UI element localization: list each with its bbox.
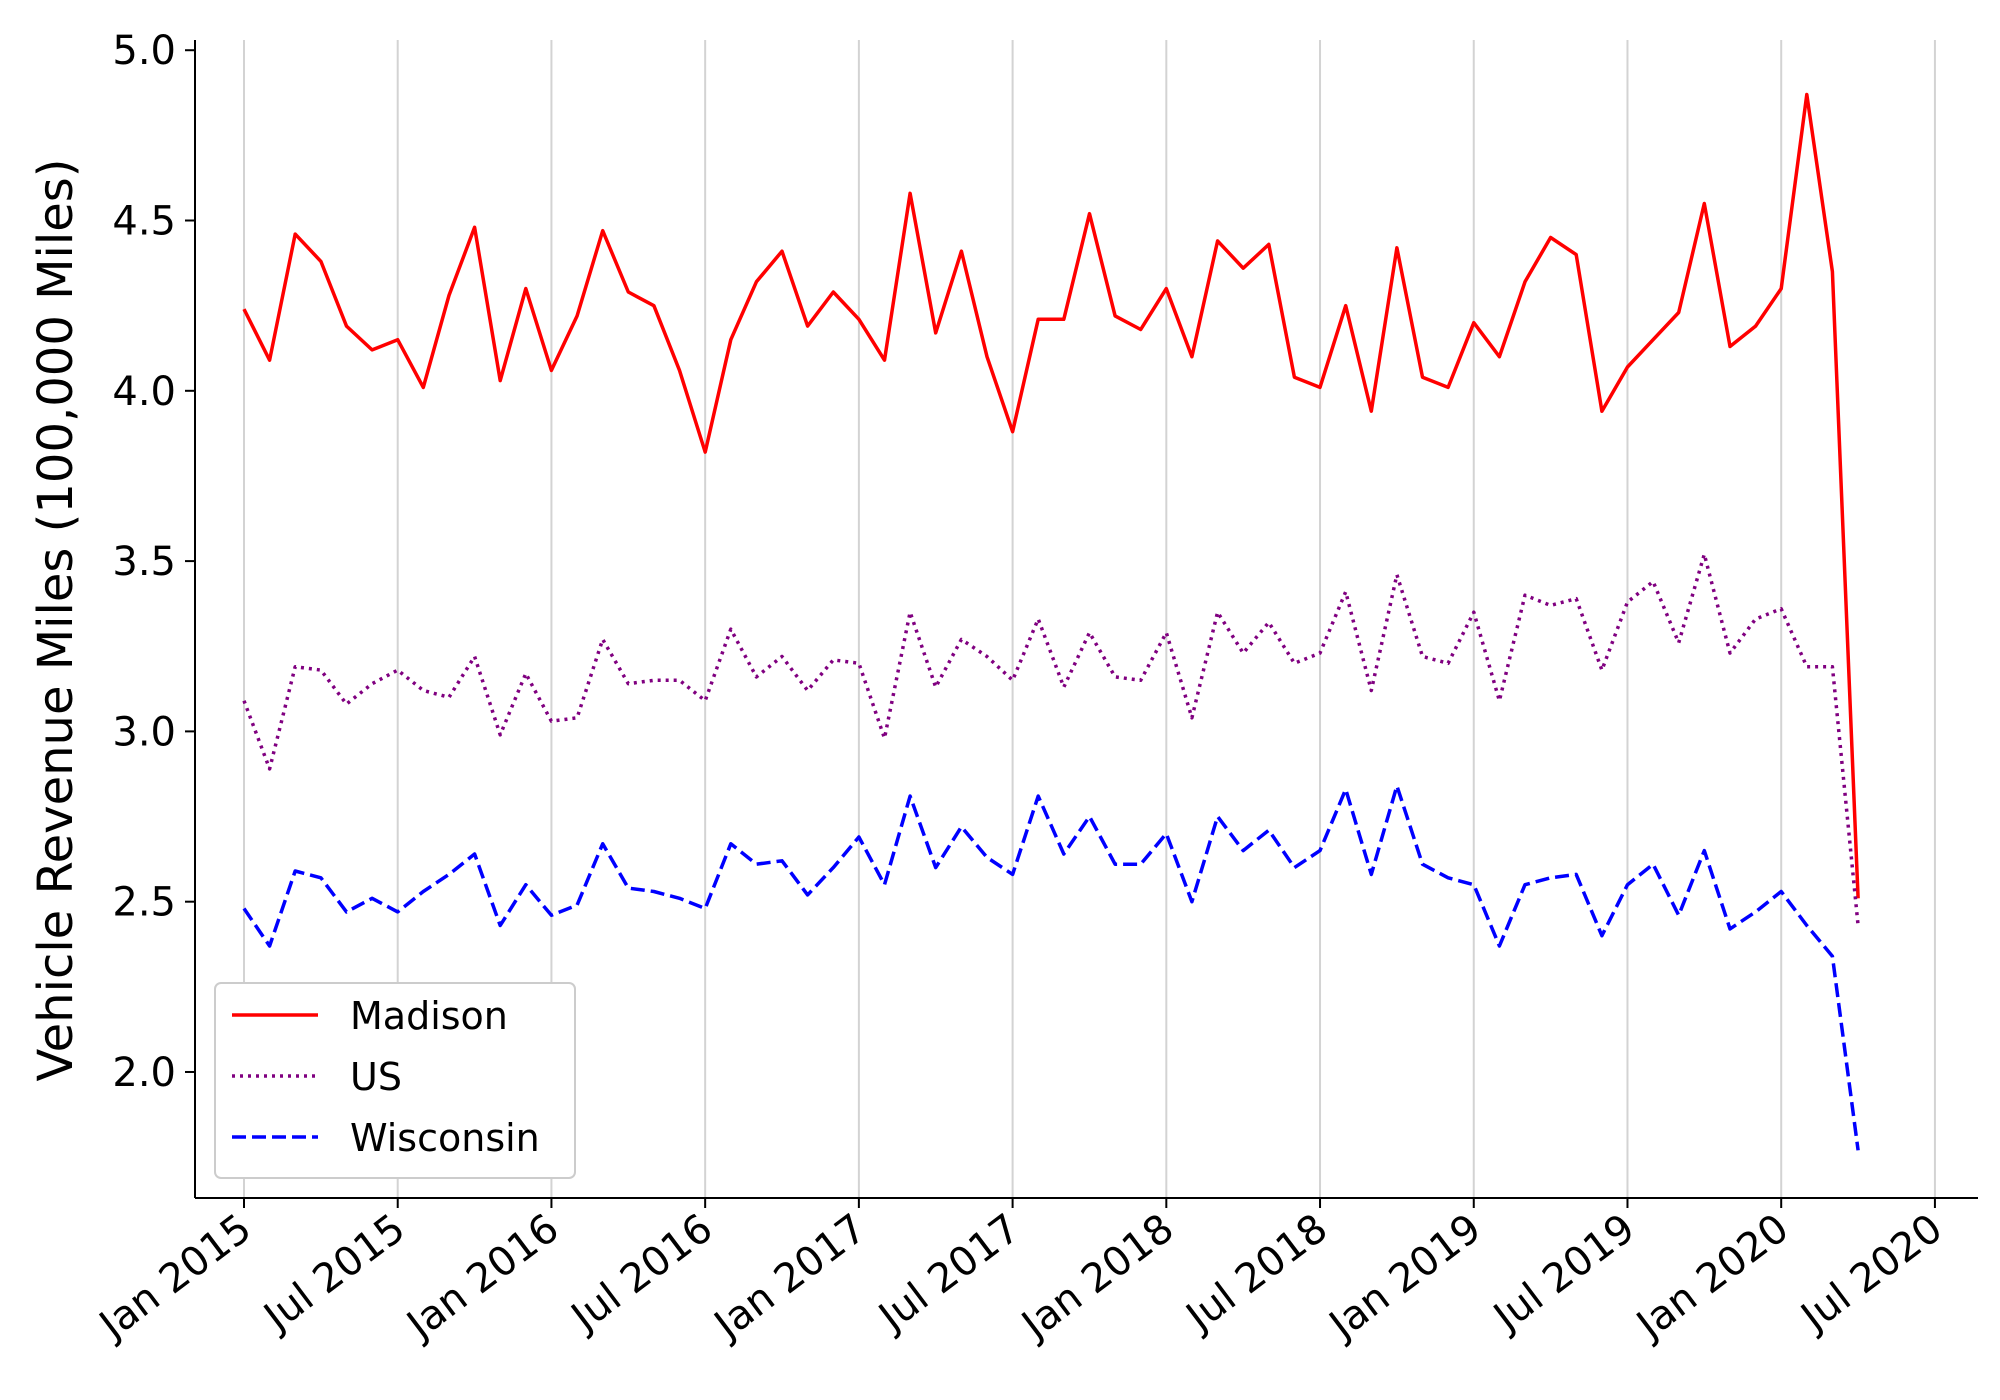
y-axis-title: Vehicle Revenue Miles (100,000 Miles)	[28, 159, 84, 1082]
y-tick-label: 4.5	[112, 199, 176, 245]
series-line-wisconsin	[242, 784, 1860, 1151]
legend-label-us: US	[350, 1055, 402, 1099]
x-tick-label: Jan 2015	[89, 1205, 260, 1350]
y-tick-label: 3.5	[112, 539, 176, 585]
x-tick-label: Jul 2019	[1483, 1205, 1643, 1342]
series-line-madison	[242, 92, 1860, 899]
axes	[194, 40, 1978, 1199]
x-tick-label: Jan 2016	[397, 1205, 568, 1350]
series-layer	[242, 92, 1860, 1151]
x-tick-label: Jul 2018	[1176, 1205, 1336, 1342]
series-line-us	[242, 552, 1860, 926]
y-tick-label: 2.5	[112, 880, 176, 926]
y-tick-label: 3.0	[112, 709, 176, 755]
y-tick-label: 4.0	[112, 369, 176, 415]
legend-label-madison: Madison	[350, 994, 508, 1038]
y-tick-label: 2.0	[112, 1050, 176, 1096]
x-tick-label: Jan 2020	[1626, 1205, 1797, 1350]
x-tick-label: Jan 2018	[1012, 1205, 1183, 1350]
x-tick-label: Jul 2020	[1791, 1205, 1951, 1342]
x-tick-label: Jul 2016	[561, 1205, 721, 1342]
legend-box	[214, 982, 576, 1179]
y-tick-label: 5.0	[112, 28, 176, 74]
legend: Madison US Wisconsin	[214, 982, 576, 1179]
gridlines	[243, 40, 1936, 1198]
x-tick-label: Jul 2017	[869, 1205, 1029, 1342]
x-tick-label: Jul 2015	[254, 1205, 414, 1342]
x-tick-label: Jan 2019	[1319, 1205, 1490, 1350]
legend-label-wisconsin: Wisconsin	[350, 1116, 540, 1160]
y-ticks: 2.0 2.5 3.0 3.5 4.0 4.5 5.0	[112, 28, 195, 1096]
x-tick-label: Jan 2017	[704, 1205, 875, 1350]
